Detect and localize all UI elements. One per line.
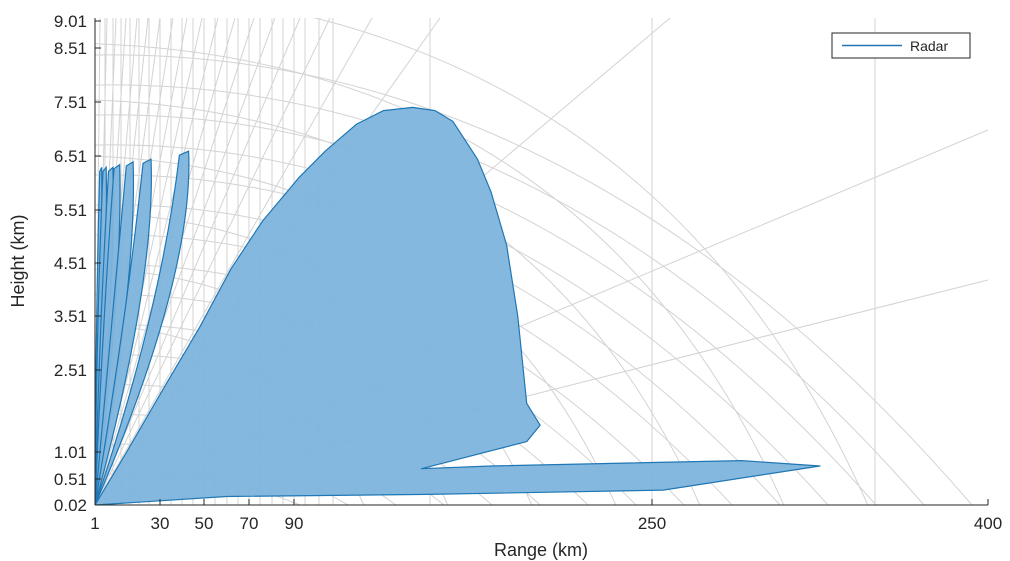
y-tick-label: 7.51 — [54, 93, 87, 112]
coverage-lobes — [95, 106, 821, 505]
y-tick-label: 8.51 — [54, 39, 87, 58]
coverage-lobe — [95, 158, 152, 505]
grid-range-arc — [95, 43, 785, 505]
y-tick-label: 6.51 — [54, 147, 87, 166]
grid-elevation-ray — [95, 18, 331, 505]
grid-height-curve — [95, 54, 973, 505]
x-tick-label: 400 — [974, 514, 1002, 533]
x-tick-label: 30 — [151, 514, 170, 533]
x-tick-label: 250 — [638, 514, 666, 533]
x-axis-title: Range (km) — [494, 540, 588, 560]
x-tick-label: 90 — [285, 514, 304, 533]
x-tick-label: 1 — [90, 514, 99, 533]
axes — [94, 18, 989, 506]
coverage-lobe — [95, 150, 190, 505]
y-tick-label: 3.51 — [54, 307, 87, 326]
legend-label-radar: Radar — [910, 38, 948, 54]
y-tick-label: 1.01 — [54, 443, 87, 462]
x-tick-label: 70 — [240, 514, 259, 533]
coverage-main-lobe — [95, 106, 821, 505]
y-tick-label: 4.51 — [54, 254, 87, 273]
x-tick-label: 50 — [195, 514, 214, 533]
y-axis-title: Height (km) — [8, 214, 28, 307]
grid-range-arc — [313, 18, 869, 505]
y-tick-label: 9.01 — [54, 12, 87, 31]
y-tick-label: 0.02 — [54, 496, 87, 515]
y-tick-label: 2.51 — [54, 361, 87, 380]
grid-height-curve — [95, 84, 925, 505]
legend: Radar — [831, 32, 971, 59]
tick-labels: 1 30 50 70 90 250 400 0.02 0.51 1.01 2.51 3.51 4.51 5… — [54, 12, 1002, 533]
grid-height-curve — [95, 114, 877, 505]
grid-elevation-ray — [95, 18, 301, 505]
y-tick-label: 0.51 — [54, 470, 87, 489]
grid-elevation-ray — [95, 18, 373, 505]
y-tick-label: 5.51 — [54, 201, 87, 220]
